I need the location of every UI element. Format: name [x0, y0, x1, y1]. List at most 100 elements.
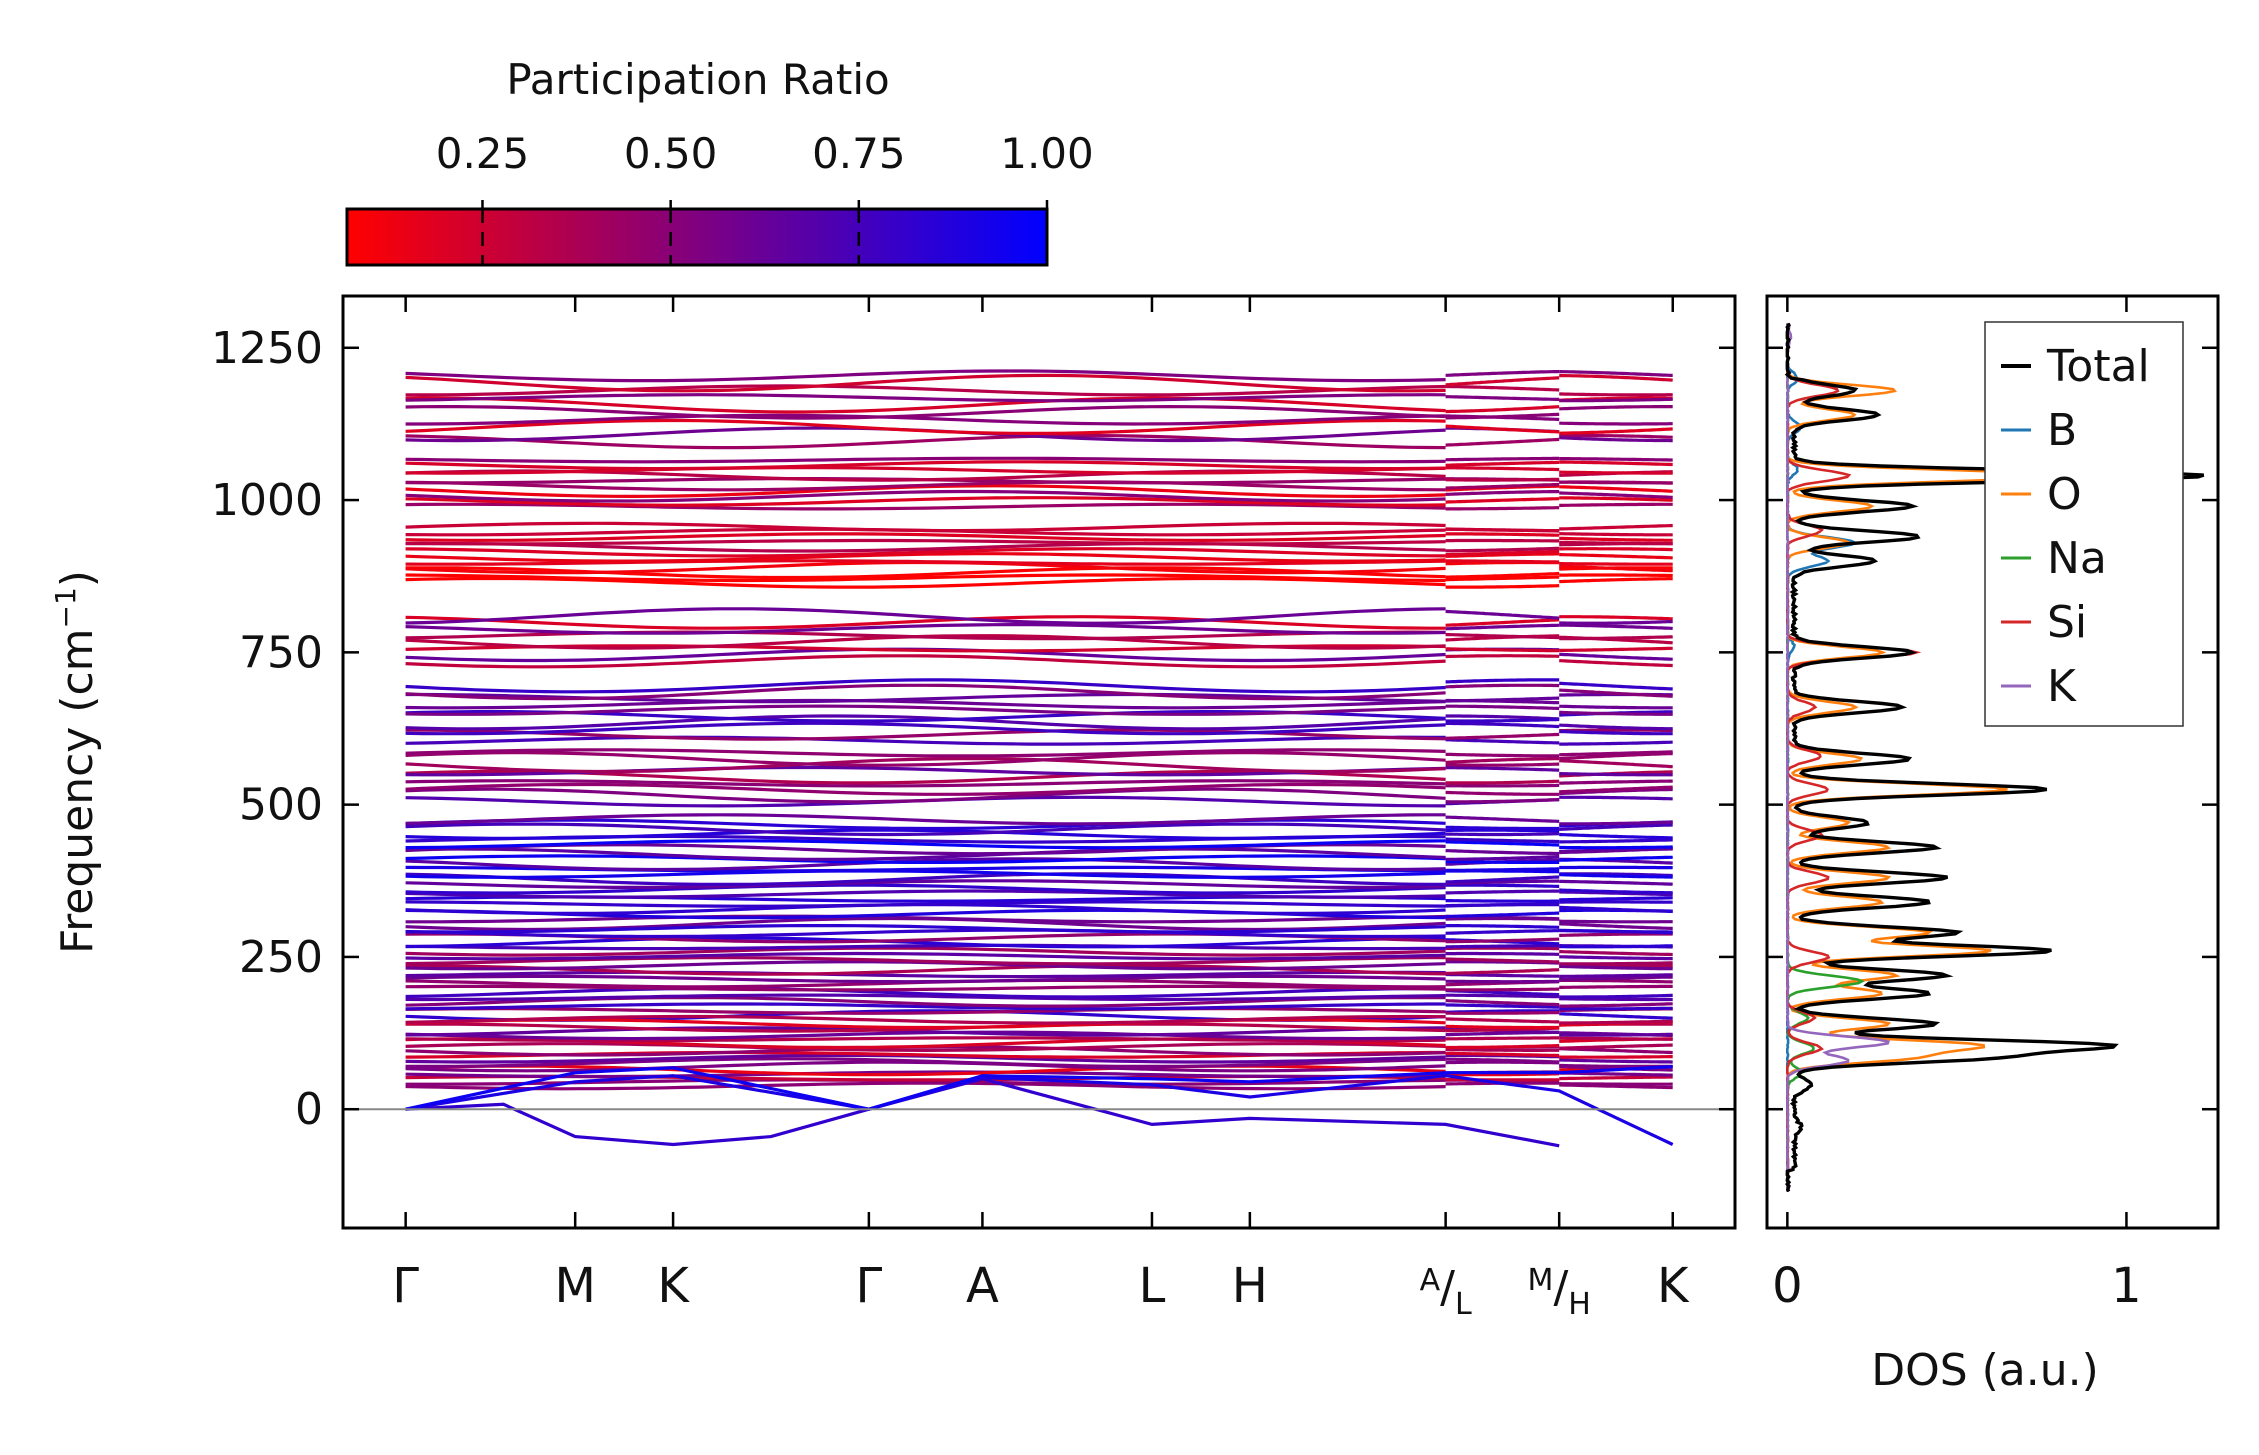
band-line [1445, 902, 1560, 908]
band-line [1559, 370, 1673, 377]
band-line [405, 782, 1446, 796]
band-line [1445, 732, 1560, 740]
band-line [1559, 704, 1673, 710]
band-line [1445, 825, 1560, 831]
band-line [1559, 460, 1673, 467]
band-line [1445, 815, 1560, 823]
band-line [1445, 752, 1560, 758]
band-line [1559, 1032, 1673, 1037]
band-line [405, 466, 1446, 475]
band-line [1559, 619, 1673, 625]
band-line [1559, 427, 1673, 435]
band-line [1559, 955, 1673, 961]
band-line [1559, 623, 1673, 630]
band-line [1445, 790, 1560, 796]
band-line [1445, 1057, 1560, 1064]
band-line [1559, 392, 1673, 397]
colorbar-title: Participation Ratio [506, 55, 889, 104]
band-line [1559, 1058, 1673, 1064]
band-line [405, 1081, 1446, 1091]
band-line [1445, 987, 1560, 992]
colorbar-tick-label: 0.25 [436, 129, 530, 178]
legend-label-b: B [2047, 405, 2077, 456]
band-line [405, 847, 1446, 862]
band-line [1559, 896, 1673, 902]
band-line [1445, 879, 1560, 886]
band-line [1445, 482, 1560, 490]
band-line [1445, 1036, 1560, 1041]
band-line [405, 396, 1446, 414]
band-line [1559, 932, 1673, 937]
band-line [1559, 615, 1673, 621]
k-point-label: K [657, 1258, 690, 1314]
band-line [405, 683, 1446, 701]
band-line [1445, 944, 1560, 949]
band-line [405, 480, 1446, 492]
band-line [405, 986, 1446, 999]
dos-lines [1784, 322, 2205, 1193]
band-line [1559, 547, 1673, 552]
band-line [1559, 984, 1673, 989]
band-line [1559, 470, 1673, 475]
band-line [1445, 466, 1560, 472]
band-line [1445, 738, 1560, 745]
colorbar: Participation Ratio 0.25 0.50 0.75 1.00 [345, 55, 1094, 267]
band-line [1445, 369, 1560, 377]
band-line [405, 751, 1446, 767]
band-line [405, 889, 1446, 899]
band-line [1559, 436, 1673, 443]
band-line [1559, 832, 1673, 840]
band-line [405, 704, 1446, 716]
band-line [405, 547, 1446, 558]
band-line [1559, 752, 1673, 761]
band-line [1559, 944, 1673, 949]
band-line [405, 496, 1446, 507]
band-line [1559, 795, 1673, 801]
band-line [1559, 1036, 1673, 1041]
band-line [1445, 832, 1560, 837]
band-line [1559, 723, 1673, 731]
colorbar-tick-label: 0.75 [812, 129, 906, 178]
band-line [1445, 993, 1560, 999]
band-line [1445, 632, 1560, 640]
band-line [1445, 779, 1560, 785]
band-line [1559, 485, 1673, 493]
band-line [1445, 968, 1560, 975]
band-line [405, 757, 1446, 774]
band-line [1559, 922, 1673, 930]
band-line [405, 970, 1446, 979]
band-line [1559, 635, 1673, 641]
band-line [1559, 373, 1673, 382]
band-line [1559, 532, 1673, 537]
band-line [1445, 797, 1560, 804]
band-line [1559, 964, 1673, 971]
band-line [405, 384, 1446, 397]
band-line [1445, 717, 1560, 723]
band-line [1559, 759, 1673, 769]
band-line [1559, 978, 1673, 984]
band-line [405, 573, 1446, 583]
band-line [405, 872, 1446, 886]
band-line [1559, 523, 1673, 531]
band-line [1445, 424, 1560, 434]
band-line [405, 903, 1446, 915]
band-line [1559, 1071, 1673, 1077]
band-line [1445, 1051, 1560, 1058]
band-line [1559, 421, 1673, 426]
band-line [405, 678, 1446, 694]
y-tick-label: 250 [239, 932, 323, 983]
band-line [1559, 750, 1673, 757]
band-line [405, 735, 1446, 746]
band-line [1559, 562, 1673, 566]
band-line [1445, 532, 1560, 537]
band-line [405, 854, 1446, 864]
acoustic-branch [405, 1065, 1673, 1111]
band-line [1559, 905, 1673, 914]
band-line [405, 622, 1446, 635]
band-line [1559, 820, 1673, 826]
band-line [405, 857, 1446, 872]
band-line [1559, 729, 1673, 736]
band-line [1445, 412, 1560, 420]
